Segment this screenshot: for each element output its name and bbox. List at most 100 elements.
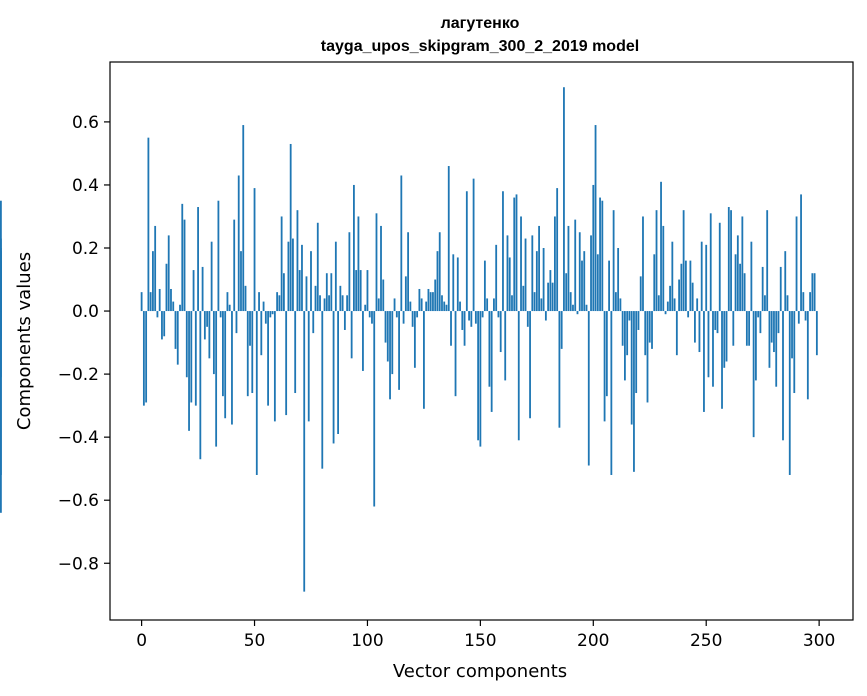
- x-axis-label: Vector components: [393, 661, 567, 682]
- bar-component-101: [368, 311, 371, 318]
- bar-component-54: [262, 301, 265, 312]
- bar-component-251: [707, 311, 710, 378]
- bar-component-231: [662, 225, 665, 312]
- bar-component-114: [398, 311, 400, 390]
- bar-component-224: [646, 311, 649, 403]
- bar-component-15: [174, 311, 177, 349]
- bar-component-140: [456, 257, 459, 312]
- bar-component-124: [420, 298, 423, 312]
- bar-component-197: [585, 304, 588, 312]
- bar-component-146: [470, 311, 473, 327]
- bar-component-263: [734, 254, 737, 312]
- bar-component-137: [450, 311, 452, 346]
- bar-component-166: [515, 194, 518, 312]
- bar-component-143: [463, 311, 466, 346]
- bar-component-254: [714, 311, 717, 330]
- bar-component-57: [269, 311, 272, 318]
- bar-component-236: [673, 298, 676, 312]
- bar-component-271: [752, 311, 755, 438]
- bar-component-162: [506, 235, 509, 312]
- bar-component-100: [366, 270, 369, 312]
- bar-component-279: [770, 311, 773, 343]
- bar-component-0: [140, 292, 143, 312]
- bar-component-122: [416, 311, 419, 318]
- bar-component-141: [459, 301, 461, 312]
- bar-component-283: [779, 266, 782, 312]
- bar-component-161: [504, 311, 507, 381]
- bar-component-undefined: [0, 311, 2, 340]
- bar-component-109: [386, 311, 389, 362]
- bar-component-299: [815, 311, 818, 356]
- bar-component-129: [432, 292, 434, 312]
- bar-component-190: [569, 292, 572, 312]
- bar-component-60: [276, 292, 279, 312]
- bar-component-159: [499, 311, 502, 353]
- y-tick-label: 0.2: [72, 239, 99, 259]
- bar-component-223: [644, 311, 647, 356]
- bar-component-204: [601, 200, 604, 312]
- bar-component-185: [558, 311, 561, 428]
- bar-component-22: [190, 311, 193, 403]
- bar-component-25: [197, 207, 199, 312]
- bar-component-172: [529, 311, 531, 419]
- bar-component-128: [429, 292, 432, 312]
- bar-component-144: [465, 191, 468, 312]
- bar-component-199: [590, 235, 592, 312]
- bar-component-240: [682, 210, 685, 312]
- bar-component-155: [490, 311, 493, 412]
- bar-component-142: [461, 311, 464, 330]
- bar-component-182: [551, 282, 554, 312]
- bar-component-38: [226, 292, 229, 312]
- bar-component-257: [721, 311, 723, 409]
- bar-component-112: [393, 298, 396, 312]
- bar-component-46: [244, 285, 247, 312]
- bar-component-98: [362, 311, 364, 371]
- bar-component-269: [748, 311, 751, 346]
- bar-component-8: [158, 288, 161, 312]
- bar-component-178: [542, 248, 545, 312]
- bar-component-237: [675, 311, 678, 356]
- bar-component-154: [488, 311, 491, 387]
- y-axis-ticks: −0.8 −0.6 −0.4 −0.2 0.0 0.2 0.4 0.6: [58, 113, 110, 574]
- bar-component-49: [251, 311, 254, 394]
- y-tick-label: −0.6: [58, 491, 99, 511]
- bar-component-104: [375, 213, 378, 312]
- bar-component-61: [278, 295, 281, 312]
- bar-component-177: [540, 298, 543, 312]
- bar-component-75: [310, 251, 312, 312]
- bar-component-123: [418, 288, 421, 312]
- bar-component-97: [359, 270, 362, 312]
- x-tick-label: 250: [690, 631, 722, 651]
- bar-component-105: [377, 298, 380, 312]
- bar-component-173: [531, 235, 534, 312]
- bar-component-11: [165, 263, 168, 312]
- bar-component-179: [544, 311, 547, 321]
- bar-component-205: [603, 311, 606, 422]
- bar-component-14: [172, 301, 175, 312]
- y-tick-label: −0.2: [58, 365, 99, 385]
- bar-component-250: [705, 244, 708, 312]
- x-tick-label: 50: [244, 631, 266, 651]
- bar-component-86: [334, 241, 337, 312]
- bar-component-160: [502, 191, 504, 312]
- bar-component-40: [231, 311, 233, 425]
- bar-component-35: [219, 311, 222, 318]
- bar-component-293: [802, 292, 805, 312]
- bar-component-1: [142, 311, 145, 406]
- bar-component-268: [745, 311, 748, 346]
- bar-component-261: [730, 210, 732, 312]
- bar-component-69: [296, 210, 299, 312]
- bar-component-176: [538, 225, 540, 312]
- bar-component-194: [578, 232, 581, 312]
- bar-component-298: [813, 273, 816, 312]
- bar-component-219: [635, 311, 638, 394]
- bar-component-132: [438, 232, 441, 312]
- y-tick-label: −0.8: [58, 554, 99, 574]
- bar-component-94: [353, 184, 355, 312]
- bar-component-27: [201, 266, 204, 312]
- bar-component-234: [669, 285, 671, 312]
- bar-component-undefined: [0, 311, 2, 378]
- bar-component-134: [443, 301, 446, 312]
- bar-component-37: [224, 311, 227, 419]
